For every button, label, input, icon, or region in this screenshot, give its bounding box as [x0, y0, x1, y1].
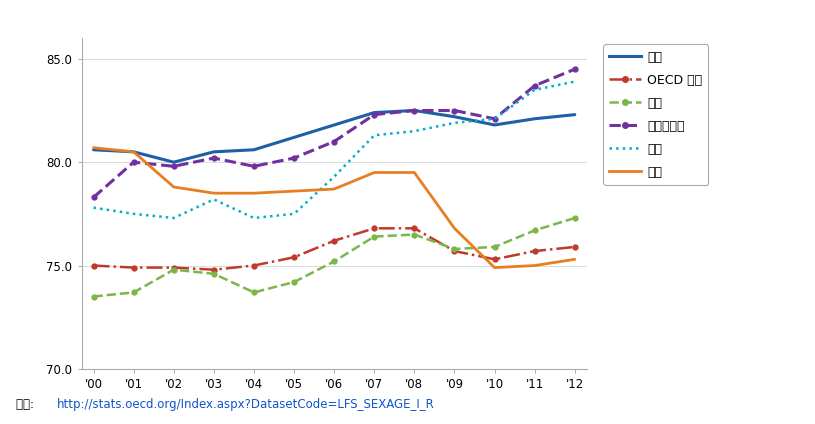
Text: 자료:: 자료: [16, 398, 42, 411]
Legend: 일본, OECD 평균, 한국, 오스트리아, 독일, 미국: 일본, OECD 평균, 한국, 오스트리아, 독일, 미국 [603, 45, 708, 185]
Text: http://stats.oecd.org/Index.aspx?DatasetCode=LFS_SEXAGE_I_R: http://stats.oecd.org/Index.aspx?Dataset… [57, 398, 434, 411]
